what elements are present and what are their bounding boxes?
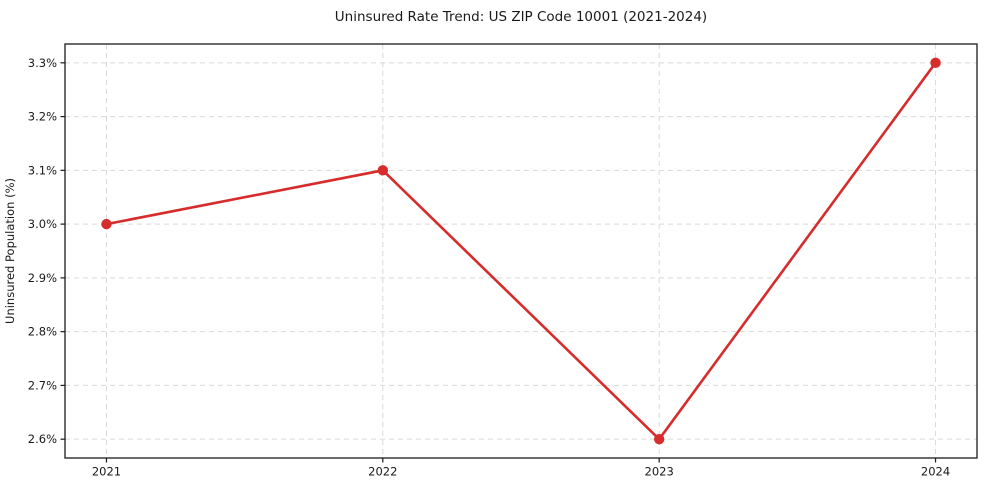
y-tick-label: 3.1% (28, 163, 57, 177)
x-tick-label: 2024 (921, 465, 950, 479)
y-tick-label: 2.7% (28, 378, 57, 392)
y-tick-label: 2.8% (28, 325, 57, 339)
data-series (101, 57, 941, 445)
x-tick-label: 2023 (645, 465, 674, 479)
data-point (653, 433, 665, 445)
y-tick-label: 3.0% (28, 217, 57, 231)
y-tick-label: 3.3% (28, 56, 57, 70)
y-axis-label: Uninsured Population (%) (3, 178, 17, 324)
data-point (930, 57, 941, 69)
data-point (101, 218, 112, 230)
plot-border (64, 43, 978, 459)
x-tick-label: 2022 (368, 465, 397, 479)
trend-line (105, 61, 937, 441)
axis-tick-labels: 2021 2022 2023 2024 2.6% 2.7% 2.8% 2.9% 3.0% 3.1%… (28, 56, 950, 479)
y-tick-label: 2.6% (28, 432, 57, 446)
data-point (377, 165, 389, 176)
axis-ticks (60, 62, 937, 463)
y-tick-label: 3.2% (28, 110, 57, 124)
chart-title: Uninsured Rate Trend: US ZIP Code 10001 … (335, 9, 707, 25)
y-tick-label: 2.9% (28, 271, 57, 285)
x-tick-label: 2021 (92, 465, 121, 479)
grid-lines (65, 44, 977, 458)
